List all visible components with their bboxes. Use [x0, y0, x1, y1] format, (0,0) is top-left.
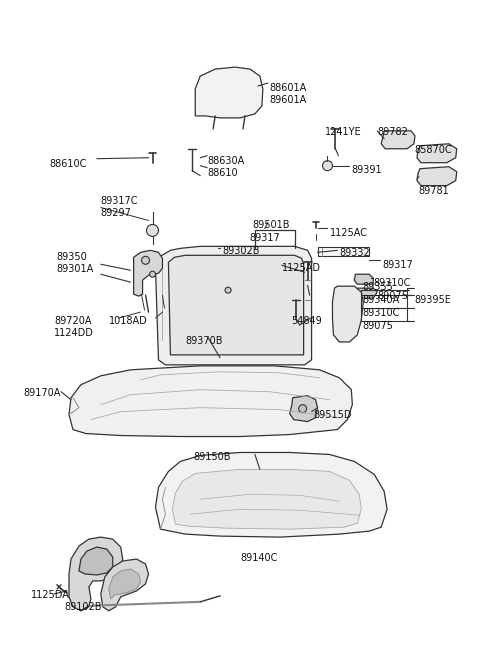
Text: 89720A: 89720A	[54, 316, 92, 326]
Text: 89515D: 89515D	[313, 409, 352, 420]
Circle shape	[142, 256, 150, 264]
Polygon shape	[417, 144, 457, 162]
Text: 85870C: 85870C	[414, 145, 452, 155]
Text: 89075: 89075	[377, 291, 408, 301]
Text: 89601A: 89601A	[270, 95, 307, 105]
Polygon shape	[156, 453, 387, 537]
Text: 1125DA: 1125DA	[31, 590, 70, 600]
Text: 89302B: 89302B	[222, 246, 260, 256]
Text: 1241YE: 1241YE	[324, 127, 361, 137]
Polygon shape	[69, 537, 123, 611]
Text: 89340A: 89340A	[362, 295, 399, 305]
Text: 88610: 88610	[207, 168, 238, 178]
Text: 89355: 89355	[362, 282, 393, 292]
Text: 89310C: 89310C	[373, 278, 410, 288]
Text: 89782: 89782	[377, 127, 408, 137]
Polygon shape	[290, 396, 318, 422]
Text: 89332: 89332	[339, 248, 370, 258]
Polygon shape	[101, 559, 148, 611]
Circle shape	[299, 405, 307, 413]
Text: 1125AD: 1125AD	[282, 263, 321, 273]
Text: 89075: 89075	[362, 321, 393, 331]
Circle shape	[150, 271, 156, 277]
Bar	[318, 248, 369, 256]
Text: 89150B: 89150B	[193, 453, 231, 462]
Text: 89370B: 89370B	[185, 336, 223, 346]
Text: 1018AD: 1018AD	[109, 316, 147, 326]
Text: 89317C: 89317C	[101, 196, 138, 206]
Text: 1124DD: 1124DD	[54, 328, 94, 338]
Text: 89297: 89297	[101, 208, 132, 217]
Polygon shape	[79, 547, 113, 575]
Text: 89102B: 89102B	[64, 602, 102, 612]
Polygon shape	[195, 67, 263, 118]
Polygon shape	[133, 250, 162, 296]
Polygon shape	[156, 246, 312, 365]
Polygon shape	[354, 288, 377, 298]
Text: 89170A: 89170A	[23, 388, 60, 398]
Text: 88630A: 88630A	[207, 156, 244, 166]
Text: 89501B: 89501B	[252, 221, 289, 231]
Text: 88610C: 88610C	[49, 159, 86, 169]
Circle shape	[323, 160, 333, 171]
Polygon shape	[354, 274, 373, 284]
Polygon shape	[168, 255, 304, 355]
Text: 89391: 89391	[351, 164, 382, 175]
Circle shape	[146, 225, 158, 236]
Text: 1125AC: 1125AC	[329, 229, 368, 238]
Polygon shape	[69, 366, 352, 436]
Text: 89317: 89317	[249, 233, 280, 244]
Text: 89350: 89350	[56, 252, 87, 262]
Text: 89781: 89781	[418, 185, 449, 196]
Text: 89310C: 89310C	[362, 308, 400, 318]
Circle shape	[225, 287, 231, 293]
Text: 89317: 89317	[382, 260, 413, 271]
Polygon shape	[333, 286, 363, 342]
Text: 54849: 54849	[291, 316, 322, 326]
Polygon shape	[417, 166, 457, 185]
Polygon shape	[381, 131, 415, 149]
Text: 88601A: 88601A	[270, 83, 307, 93]
Text: 89140C: 89140C	[240, 553, 277, 563]
Text: 89301A: 89301A	[56, 264, 93, 274]
Polygon shape	[109, 569, 141, 599]
Polygon shape	[172, 470, 361, 529]
Text: 89395E: 89395E	[414, 295, 451, 305]
